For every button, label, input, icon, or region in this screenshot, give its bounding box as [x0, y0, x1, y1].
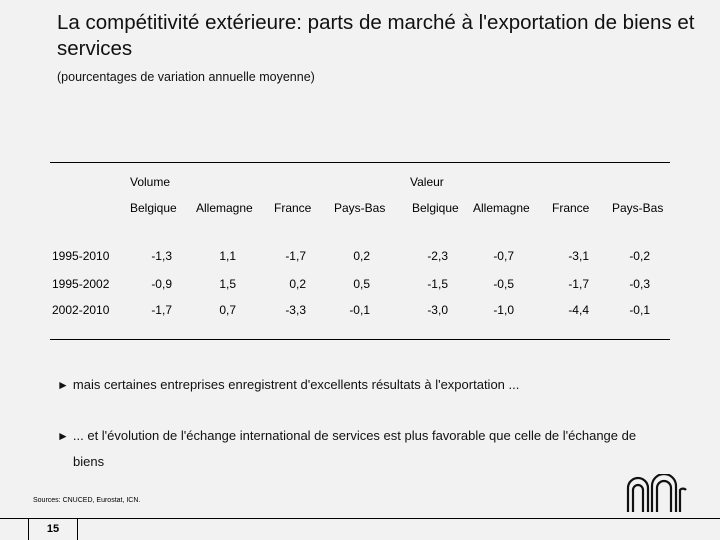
table-cell: -0,1 — [629, 303, 650, 317]
page-number-box: 15 — [28, 519, 78, 540]
col-header-belgique-valeur: Belgique — [412, 201, 459, 215]
table-cell: -1,3 — [151, 249, 172, 263]
table-cell: -0,9 — [151, 277, 172, 291]
footer-divider — [0, 518, 720, 519]
bullet-continuation: biens — [73, 454, 105, 469]
table-cell: -1,5 — [427, 277, 448, 291]
table-cell: -0,2 — [629, 249, 650, 263]
bullet-arrow-icon: ► — [57, 429, 69, 443]
slide-subtitle: (pourcentages de variation annuelle moye… — [57, 70, 315, 84]
bullet-text: mais certaines entreprises enregistrent … — [72, 377, 520, 392]
table-cell: 1,1 — [219, 249, 236, 263]
table-cell: 1,5 — [219, 277, 236, 291]
col-header-france-volume: France — [274, 201, 312, 215]
row-label: 1995-2010 — [52, 249, 110, 263]
bullet-arrow-icon: ► — [57, 378, 69, 392]
table-cell: 0,2 — [289, 277, 306, 291]
col-header-allemagne-valeur: Allemagne — [473, 201, 530, 215]
table-cell: -3,1 — [568, 249, 589, 263]
bullet-text: ... et l'évolution de l'échange internat… — [72, 428, 637, 443]
table-cell: -3,3 — [285, 303, 306, 317]
col-header-france-valeur: France — [552, 201, 590, 215]
page-number: 15 — [46, 523, 60, 535]
row-label: 2002-2010 — [52, 303, 110, 317]
slide-title: La compétitivité extérieure: parts de ma… — [57, 11, 695, 60]
table-cell: -2,3 — [427, 249, 448, 263]
col-header-allemagne-volume: Allemagne — [196, 201, 253, 215]
data-table: Volume Valeur Belgique Allemagne France … — [50, 162, 670, 340]
table-cell: -0,5 — [493, 277, 514, 291]
col-header-paysbas-volume: Pays-Bas — [334, 201, 386, 215]
table-cell: -1,0 — [493, 303, 514, 317]
group-header-volume: Volume — [130, 175, 171, 189]
table-cell: -1,7 — [568, 277, 589, 291]
table-cell: -0,7 — [493, 249, 514, 263]
table-cell: 0,7 — [219, 303, 236, 317]
table-cell: 0,2 — [353, 249, 370, 263]
group-header-valeur: Valeur — [410, 175, 444, 189]
table-cell: -0,1 — [349, 303, 370, 317]
row-label: 1995-2002 — [52, 277, 110, 291]
sources-note: Sources: CNUCED, Eurostat, ICN. — [33, 497, 141, 504]
bullet-item: ► mais certaines entreprises enregistrent… — [57, 372, 519, 398]
table-cell: 0,5 — [353, 277, 370, 291]
col-header-paysbas-valeur: Pays-Bas — [612, 201, 664, 215]
table-cell: -0,3 — [629, 277, 650, 291]
table-cell: -3,0 — [427, 303, 448, 317]
table-cell: -1,7 — [285, 249, 306, 263]
table-cell: -4,4 — [568, 303, 589, 317]
table-cell: -1,7 — [151, 303, 172, 317]
col-header-belgique-volume: Belgique — [130, 201, 177, 215]
bullet-item: ►... et l'évolution de l'échange interna… — [57, 423, 636, 449]
institution-logo — [626, 474, 687, 512]
